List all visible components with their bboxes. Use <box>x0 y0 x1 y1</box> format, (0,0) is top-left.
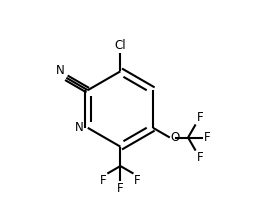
Text: O: O <box>171 131 180 144</box>
Text: N: N <box>75 121 84 134</box>
Text: F: F <box>100 174 107 187</box>
Text: F: F <box>197 151 203 164</box>
Text: N: N <box>56 64 64 77</box>
Text: F: F <box>197 111 203 124</box>
Text: F: F <box>134 174 141 187</box>
Text: F: F <box>204 131 211 144</box>
Text: F: F <box>117 182 124 195</box>
Text: Cl: Cl <box>115 39 126 52</box>
